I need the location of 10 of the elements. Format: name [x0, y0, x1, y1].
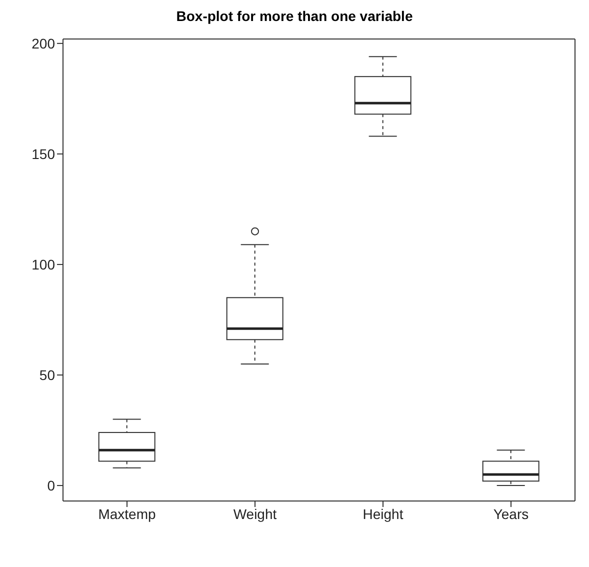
x-tick-label: Maxtemp	[98, 506, 156, 522]
y-tick-label: 200	[32, 35, 56, 52]
y-tick-label: 150	[32, 146, 56, 162]
x-tick-label: Years	[493, 506, 529, 522]
x-tick-label: Weight	[233, 506, 277, 522]
chart-title: Box-plot for more than one variable	[175, 8, 414, 26]
y-tick-label: 50	[39, 366, 56, 383]
y-tick-label: 0	[47, 477, 56, 494]
y-tick-label: 100	[32, 256, 56, 272]
x-tick-label: Height	[362, 506, 404, 522]
